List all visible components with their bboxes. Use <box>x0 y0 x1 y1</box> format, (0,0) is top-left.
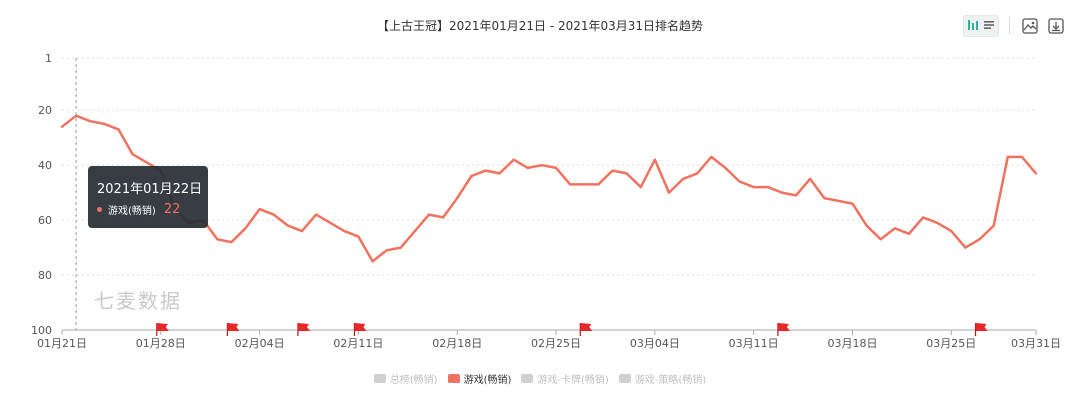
x-tick-label: 01月28日 <box>136 337 186 350</box>
event-flag-icon[interactable] <box>974 323 988 336</box>
legend-label: 游戏-策略(畅销) <box>634 375 707 386</box>
x-tick-label: 03月18日 <box>827 337 877 350</box>
list-icon[interactable] <box>982 17 996 36</box>
legend-swatch <box>521 374 534 383</box>
x-tick-label: 03月11日 <box>729 337 779 350</box>
tooltip-date: 2021年01月22日 <box>97 182 203 197</box>
legend-label: 总榜(畅销) <box>389 375 438 386</box>
legend-swatch <box>373 374 386 383</box>
y-tick-label: 40 <box>38 159 52 172</box>
x-tick-label: 02月18日 <box>432 337 482 350</box>
y-tick-label: 60 <box>38 214 52 227</box>
toolbar-divider <box>1009 17 1010 35</box>
event-flag-icon[interactable] <box>579 323 593 336</box>
image-download-icon[interactable] <box>1020 16 1040 36</box>
legend-label: 游戏-卡牌(畅销) <box>537 375 609 386</box>
tooltip-row: 游戏(畅销) 22 <box>97 202 180 217</box>
watermark: 七麦数据 <box>94 289 182 313</box>
chart-legend: 总榜(畅销) 游戏(畅销) 游戏-卡牌(畅销) 游戏-策略(畅销) <box>0 371 1080 386</box>
bar-chart-icon[interactable] <box>966 17 980 36</box>
legend-label: 游戏(畅销) <box>463 375 512 386</box>
chart-title: 【上古王冠】2021年01月21日 - 2021年03月31日排名趋势 <box>376 19 704 33</box>
x-tick-label: 03月04日 <box>630 337 680 350</box>
x-tick-label: 02月11日 <box>333 337 383 350</box>
y-tick-label: 20 <box>38 104 52 117</box>
y-tick-label: 1 <box>45 52 52 65</box>
chart-type-toggle[interactable] <box>963 15 999 37</box>
legend-item-overall[interactable]: 总榜(畅销) <box>373 371 438 386</box>
chart-toolbar <box>963 15 1066 37</box>
x-tick-label: 02月04日 <box>235 337 285 350</box>
event-flag-icon[interactable] <box>226 323 240 336</box>
download-icon[interactable] <box>1046 16 1066 36</box>
y-tick-label: 100 <box>31 324 52 337</box>
legend-item-game-strategy[interactable]: 游戏-策略(畅销) <box>618 371 707 386</box>
x-tick-label: 01月21日 <box>37 337 87 350</box>
chart-tooltip: 2021年01月22日 游戏(畅销) 22 <box>88 166 208 228</box>
x-tick-label: 03月31日 <box>1011 337 1061 350</box>
event-flag-icon[interactable] <box>777 323 790 336</box>
series-line-game <box>60 114 1038 263</box>
legend-item-game[interactable]: 游戏(畅销) <box>447 371 512 386</box>
legend-swatch <box>618 374 631 383</box>
legend-item-game-card[interactable]: 游戏-卡牌(畅销) <box>521 371 609 386</box>
tooltip-series-name: 游戏(畅销) <box>108 206 156 217</box>
event-flag-icon[interactable] <box>353 323 367 336</box>
x-tick-label: 02月25日 <box>531 337 581 350</box>
legend-swatch <box>447 374 460 383</box>
series-dot-icon <box>97 207 102 212</box>
event-flag-icon[interactable] <box>297 323 310 336</box>
tooltip-value: 22 <box>163 202 181 217</box>
y-tick-label: 80 <box>38 269 52 282</box>
x-tick-label: 03月25日 <box>926 337 976 350</box>
event-flag-icon[interactable] <box>156 323 169 336</box>
